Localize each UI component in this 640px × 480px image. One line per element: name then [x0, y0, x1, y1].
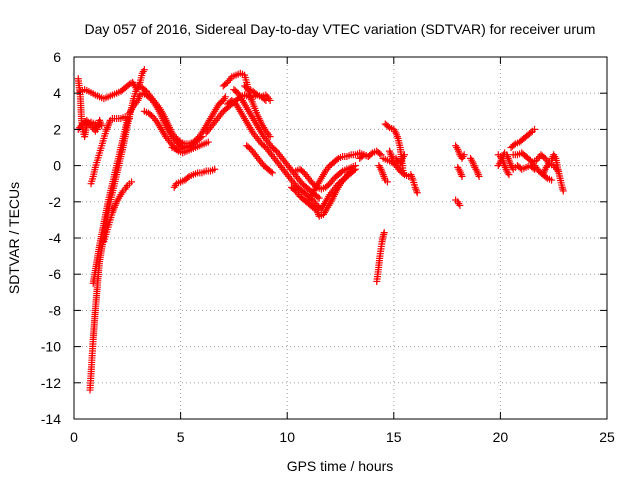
- x-tick-label: 15: [386, 429, 402, 445]
- x-tick-label: 25: [599, 429, 615, 445]
- x-tick-label: 20: [493, 429, 509, 445]
- data-point: [475, 172, 483, 180]
- data-point: [527, 128, 535, 136]
- data-point: [243, 84, 251, 92]
- x-tick-label: 5: [177, 429, 185, 445]
- series-track-24: [375, 162, 391, 186]
- series-track-18: [243, 142, 276, 177]
- series-track-16: [230, 86, 323, 202]
- grid-layer: [74, 57, 607, 419]
- data-point: [266, 96, 274, 104]
- series-track-39: [539, 151, 567, 195]
- series-track-23: [373, 229, 388, 285]
- data-point: [351, 162, 359, 170]
- series-track-12: [170, 165, 219, 191]
- data-point: [314, 193, 322, 201]
- series-track-35: [507, 125, 539, 151]
- data-point: [559, 187, 567, 195]
- y-tick-label: 4: [53, 85, 61, 101]
- data-point: [510, 141, 518, 149]
- y-tick-label: 6: [53, 49, 61, 65]
- series-track-17: [241, 82, 274, 104]
- y-tick-label: -4: [49, 230, 62, 246]
- data-point: [458, 172, 466, 180]
- tick-layer: 0 5 10 15 20 25 -14 -12 -10 -8 -6 -4 -2 0 2 4 6: [41, 49, 615, 445]
- y-tick-label: -10: [41, 339, 61, 355]
- data-point: [460, 151, 468, 159]
- data-point: [315, 194, 323, 202]
- y-tick-label: 2: [53, 121, 61, 137]
- series-track-3: [76, 78, 140, 103]
- data-point: [400, 151, 408, 159]
- data-point: [211, 165, 219, 173]
- series-track-9: [134, 82, 229, 148]
- data-point: [128, 178, 136, 186]
- data-point: [367, 150, 375, 158]
- data-point: [384, 122, 392, 130]
- y-tick-label: -6: [49, 266, 62, 282]
- data-point: [456, 201, 464, 209]
- x-tick-label: 0: [70, 429, 78, 445]
- series-track-6: [87, 113, 133, 188]
- data-point: [399, 169, 407, 177]
- series-track-37: [513, 162, 539, 173]
- data-point: [184, 174, 192, 182]
- series-track-20: [292, 162, 359, 193]
- y-axis-label: SDTVAR / TECUs: [6, 182, 22, 294]
- series-track-31: [452, 196, 464, 209]
- y-tick-label: -14: [41, 411, 61, 427]
- data-point: [185, 142, 193, 150]
- data-point: [266, 133, 274, 141]
- data-point: [531, 165, 539, 173]
- series-track-11: [168, 142, 193, 153]
- y-tick-label: -12: [41, 375, 61, 391]
- series-track-7: [100, 178, 136, 246]
- series-track-2: [74, 116, 106, 135]
- series-track-30: [454, 163, 466, 180]
- x-axis-label: GPS time / hours: [287, 458, 394, 474]
- data-point: [531, 125, 539, 133]
- series-track-5: [89, 116, 131, 287]
- data-point: [413, 189, 421, 197]
- data-point: [140, 66, 148, 74]
- data-point: [548, 176, 556, 184]
- data-point: [383, 178, 391, 186]
- series-track-28: [407, 171, 421, 197]
- data-point: [175, 137, 183, 145]
- data-point: [204, 138, 212, 146]
- data-layer: [74, 66, 567, 394]
- data-point: [252, 90, 260, 98]
- data-point: [333, 156, 341, 164]
- data-point: [267, 168, 275, 176]
- series-track-32: [467, 154, 483, 180]
- data-point: [221, 93, 229, 101]
- data-point: [268, 169, 276, 177]
- data-point: [377, 151, 385, 159]
- data-point: [376, 150, 384, 158]
- series-track-27: [386, 147, 408, 168]
- y-tick-label: -8: [49, 302, 62, 318]
- series-track-22: [356, 147, 385, 162]
- chart-title: Day 057 of 2016, Sidereal Day-to-day VTE…: [85, 21, 596, 37]
- data-point: [529, 164, 537, 172]
- data-point: [337, 168, 345, 176]
- data-point: [505, 171, 513, 179]
- x-tick-label: 10: [279, 429, 295, 445]
- y-tick-label: 0: [53, 158, 61, 174]
- y-tick-label: -2: [49, 194, 62, 210]
- data-point: [380, 229, 388, 237]
- series-track-21: [305, 149, 372, 204]
- series-track-29: [452, 142, 468, 162]
- series-track-34: [494, 151, 513, 179]
- data-point: [98, 122, 106, 130]
